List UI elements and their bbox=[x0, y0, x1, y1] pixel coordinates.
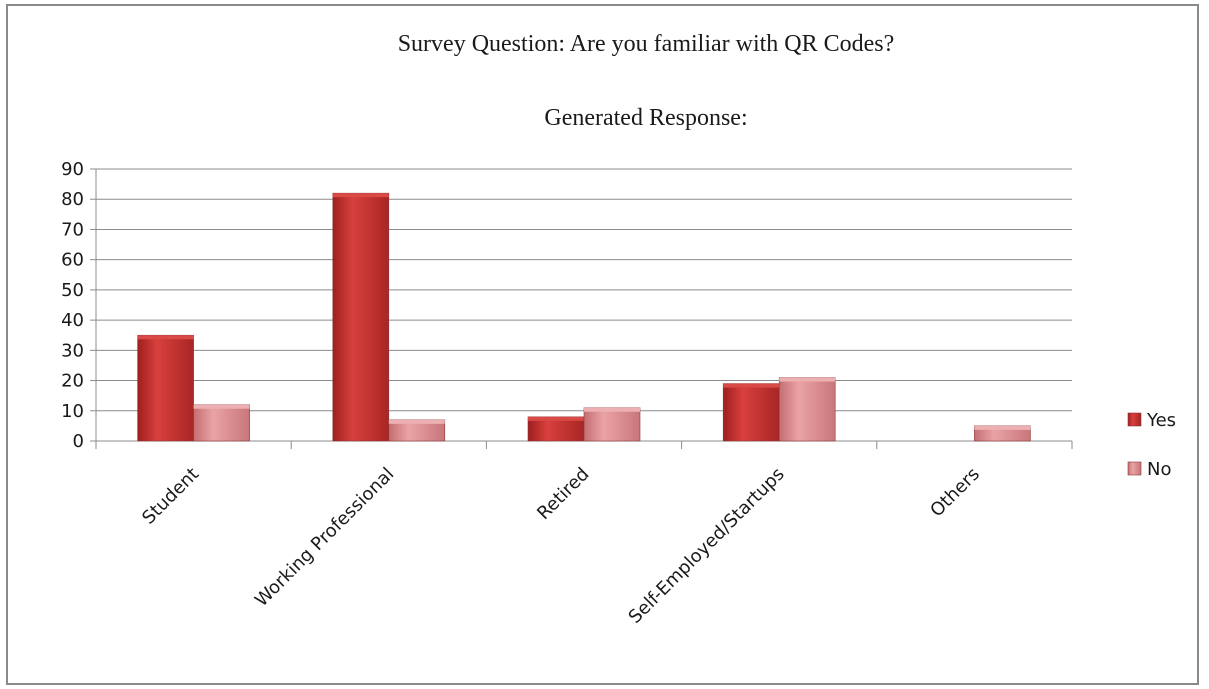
bar-top-yes-3 bbox=[723, 383, 780, 388]
y-tick-label: 80 bbox=[61, 189, 84, 210]
bar-no-2 bbox=[583, 407, 641, 442]
chart-subtitle: Generated Response: bbox=[544, 105, 747, 131]
bar-yes-3 bbox=[722, 383, 780, 442]
bar-top-no-4 bbox=[974, 425, 1031, 430]
y-tick-label: 20 bbox=[61, 371, 84, 392]
bar-top-no-0 bbox=[193, 404, 250, 409]
bar-no-0 bbox=[193, 404, 250, 442]
y-tick-label: 40 bbox=[61, 310, 84, 331]
x-category-label: Student bbox=[138, 464, 203, 529]
legend-swatch-yes bbox=[1127, 412, 1142, 427]
chart-title: Survey Question: Are you familiar with Q… bbox=[398, 31, 895, 57]
y-tick-label: 60 bbox=[61, 250, 84, 271]
bar-yes-0 bbox=[137, 334, 194, 442]
bar-top-yes-1 bbox=[332, 193, 389, 198]
legend-label-no: No bbox=[1147, 459, 1171, 480]
y-tick-label: 0 bbox=[73, 431, 84, 452]
bar-yes-1 bbox=[332, 192, 390, 442]
y-tick-label: 10 bbox=[61, 401, 84, 422]
bar-top-no-2 bbox=[584, 407, 640, 412]
category-labels: Student Working Professional Retired Self-E… bbox=[138, 464, 984, 628]
legend: Yes No bbox=[1127, 410, 1176, 480]
gridlines bbox=[96, 168, 1072, 412]
legend-swatch-no bbox=[1127, 461, 1142, 476]
bar-top-yes-2 bbox=[528, 416, 584, 421]
x-category-label: Self-Employed/Startups bbox=[625, 464, 789, 628]
x-category-label: Retired bbox=[533, 464, 593, 524]
bars bbox=[137, 192, 1031, 442]
x-category-label: Working Professional bbox=[251, 464, 398, 611]
bar-top-yes-0 bbox=[137, 335, 194, 340]
chart-frame bbox=[6, 4, 1199, 685]
bar-top-no-3 bbox=[779, 377, 836, 382]
y-tick-label: 30 bbox=[61, 340, 84, 361]
bar-top-no-1 bbox=[388, 419, 445, 424]
x-category-label: Others bbox=[926, 464, 984, 522]
y-tick-label: 50 bbox=[61, 280, 84, 301]
y-tick-label: 70 bbox=[61, 219, 84, 240]
bar-no-3 bbox=[778, 377, 836, 442]
y-tick-label: 90 bbox=[61, 159, 84, 180]
legend-label-yes: Yes bbox=[1146, 410, 1176, 431]
bar-yes-2 bbox=[527, 416, 585, 442]
